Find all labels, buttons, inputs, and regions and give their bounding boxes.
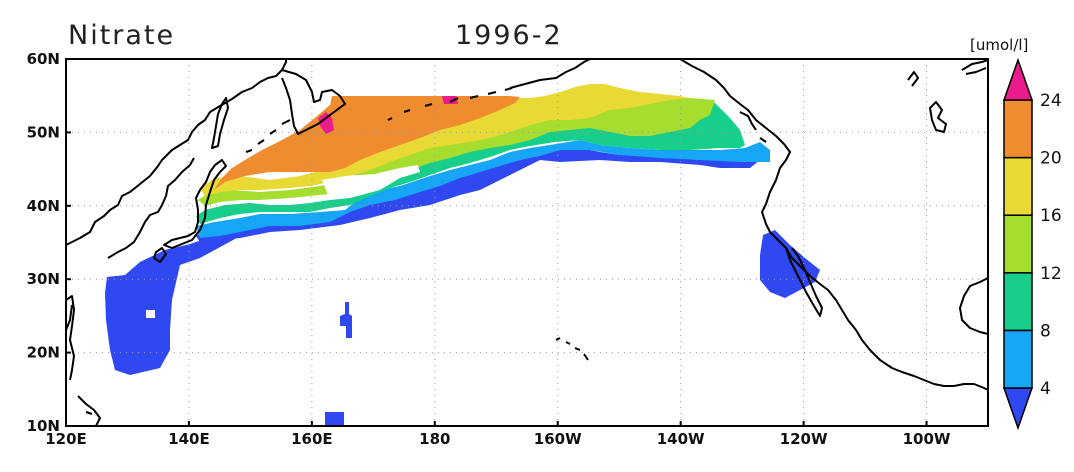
coastline-kyushu bbox=[153, 247, 167, 263]
lat-tick-label: 20N bbox=[27, 344, 60, 362]
coastline-hawaii bbox=[555, 337, 589, 361]
coastline-bc bbox=[739, 111, 767, 143]
nitrate-region-lt4 bbox=[760, 230, 820, 298]
coastline-baja bbox=[785, 247, 823, 317]
coastline-japan bbox=[163, 159, 227, 249]
coastline-gulf bbox=[959, 277, 988, 335]
lon-tick-label: 120E bbox=[45, 430, 87, 448]
coastline-korea bbox=[107, 157, 195, 259]
map-frame bbox=[65, 58, 989, 427]
colorbar-segment bbox=[1003, 272, 1033, 332]
lon-tick-label: 100W bbox=[903, 430, 951, 448]
nitrate-region-lt4 bbox=[325, 412, 344, 426]
lon-tick-label: 120W bbox=[780, 430, 828, 448]
units-label: [umol/l] bbox=[970, 36, 1028, 54]
nitrate-region-20-24 bbox=[214, 96, 520, 190]
coastline-se-asia bbox=[66, 304, 73, 331]
coastline-kurils bbox=[245, 119, 291, 153]
lon-tick-label: 140E bbox=[168, 430, 210, 448]
gridlines bbox=[66, 59, 988, 426]
colorbar-tick-label: 20 bbox=[1040, 149, 1062, 169]
lon-tick-label: 160E bbox=[291, 430, 333, 448]
coastlines bbox=[66, 59, 988, 426]
colorbar-segment bbox=[1003, 329, 1033, 389]
lat-tick-label: 10N bbox=[27, 417, 60, 435]
lat-tick-label: 30N bbox=[27, 270, 60, 288]
nitrate-region-16-20 bbox=[200, 84, 690, 196]
nitrate-region-8-12 bbox=[196, 103, 745, 224]
lat-tick-label: 60N bbox=[27, 50, 60, 68]
colorbar-tick-label: 8 bbox=[1040, 321, 1051, 341]
colorbar: 4 8 12 16 20 24 bbox=[1002, 57, 1062, 431]
nitrate-region-4-8 bbox=[196, 140, 770, 238]
latitude-axis: 10N 20N 30N 40N 50N 60N bbox=[27, 50, 71, 435]
nitrate-region-gt24 bbox=[318, 112, 334, 134]
colorbar-extend-low bbox=[1002, 387, 1034, 431]
nitrate-region-lt4 bbox=[105, 228, 255, 375]
nitrate-field bbox=[105, 84, 820, 426]
coastline-philippines bbox=[66, 295, 101, 426]
colorbar-segment bbox=[1003, 156, 1033, 216]
colorbar-tick-label: 12 bbox=[1040, 264, 1062, 284]
lon-tick-label: 180 bbox=[419, 430, 450, 448]
lat-tick-label: 40N bbox=[27, 197, 60, 215]
coastline-asia bbox=[66, 59, 287, 246]
colorbar-tick-label: 16 bbox=[1040, 206, 1062, 226]
lon-tick-label: 140W bbox=[657, 430, 705, 448]
coastline-hudson bbox=[907, 59, 988, 133]
longitude-axis: 120E 140E 160E 180 160W 140W 120W 100W bbox=[45, 421, 951, 448]
coastline-aleutians bbox=[387, 87, 513, 121]
title-variable: Nitrate bbox=[68, 20, 175, 51]
lat-tick-label: 50N bbox=[27, 123, 60, 141]
lon-tick-label: 160W bbox=[534, 430, 582, 448]
colorbar-segment bbox=[1003, 214, 1033, 274]
coastline-kamchatka bbox=[281, 69, 346, 135]
no-data-gap bbox=[322, 165, 420, 200]
no-data-gap bbox=[146, 310, 155, 318]
nitrate-region-gt24 bbox=[442, 96, 458, 104]
title-period: 1996-2 bbox=[455, 20, 563, 51]
coastline-alaska bbox=[509, 59, 988, 391]
coastline-sakhalin bbox=[211, 97, 229, 149]
nitrate-region-lt4 bbox=[340, 302, 352, 338]
colorbar-segment bbox=[1003, 99, 1033, 159]
colorbar-extend-high bbox=[1002, 57, 1034, 101]
nitrate-region-12-16 bbox=[198, 96, 715, 206]
colorbar-tick-label: 24 bbox=[1040, 91, 1062, 111]
colorbar-tick-label: 4 bbox=[1040, 379, 1051, 399]
